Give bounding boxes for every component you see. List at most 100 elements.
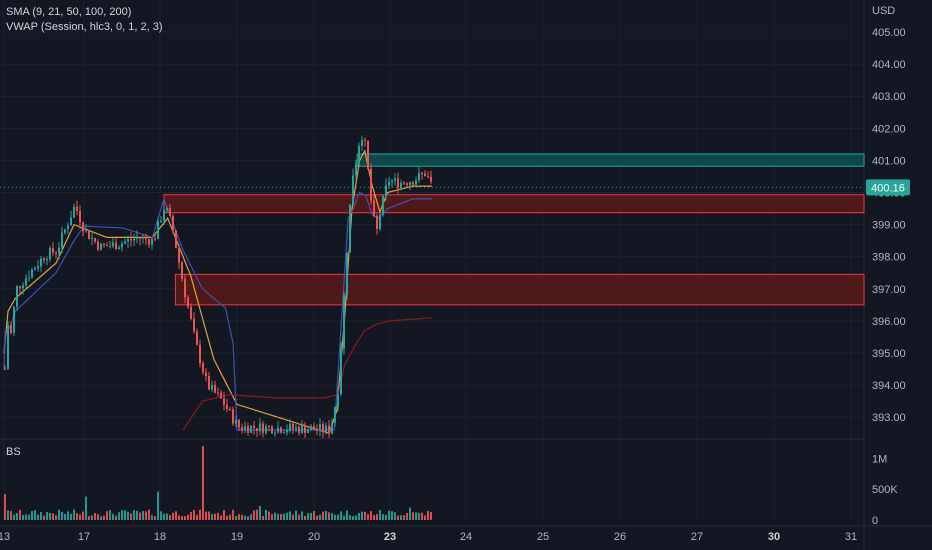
candle-body: [223, 398, 225, 405]
volume-bar: [34, 510, 36, 520]
red-zone: [163, 194, 865, 214]
volume-bar: [322, 511, 324, 520]
candle-body: [298, 427, 300, 433]
volume-bar: [352, 516, 354, 520]
volume-bar: [214, 513, 216, 520]
time-tick-label: 24: [460, 531, 472, 543]
volume-bar: [313, 510, 315, 520]
time-tick-label: 26: [614, 531, 626, 543]
candle-body: [310, 426, 312, 430]
candle-body: [154, 238, 156, 240]
candle-body: [328, 425, 330, 434]
price-tick-label: 397.00: [872, 284, 906, 296]
volume-bar: [139, 512, 141, 520]
volume-bar: [76, 513, 78, 520]
volume-bar: [46, 511, 48, 520]
volume-legend[interactable]: BS: [6, 446, 21, 458]
volume-bar: [316, 515, 318, 520]
volume-bar: [397, 515, 399, 520]
volume-bar: [424, 515, 426, 520]
time-tick-label: 13: [0, 531, 10, 543]
candle-body: [181, 262, 183, 279]
candle-body: [379, 214, 381, 229]
candle-body: [289, 423, 291, 431]
supply-demand-zones: [163, 153, 865, 306]
candle-body: [403, 182, 405, 184]
volume-bar: [16, 513, 18, 520]
volume-bar: [403, 515, 405, 520]
candle-body: [394, 178, 396, 181]
candle-body: [106, 245, 108, 247]
price-tick-label: 393.00: [872, 412, 906, 424]
volume-bar: [283, 513, 285, 520]
volume-bar: [358, 512, 360, 520]
volume-bar: [427, 510, 429, 520]
currency-label[interactable]: USD: [872, 5, 896, 17]
candle-body: [190, 306, 192, 319]
volume-tick-label: 500K: [872, 484, 898, 496]
candle-body: [22, 285, 24, 289]
volume-bar: [406, 513, 408, 520]
candle-body: [124, 241, 126, 244]
volume-bar: [121, 510, 123, 520]
volume-bar: [250, 514, 252, 520]
volume-bar: [88, 516, 90, 520]
candle-body: [355, 163, 357, 176]
volume-bar: [361, 511, 363, 520]
candle-body: [70, 217, 72, 226]
sma-legend[interactable]: SMA (9, 21, 50, 100, 200): [6, 6, 132, 18]
candle-body: [391, 180, 393, 182]
candle-body: [151, 238, 153, 245]
volume-bar: [256, 509, 258, 520]
volume-bar: [238, 514, 240, 520]
candle-body: [46, 259, 48, 261]
candle-body: [196, 331, 198, 345]
candle-body: [76, 206, 78, 211]
time-tick-label: 30: [768, 531, 780, 543]
price-tick-label: 394.00: [872, 380, 906, 392]
volume-bar: [271, 514, 273, 520]
volume-bar: [220, 515, 222, 520]
volume-bar: [199, 509, 201, 520]
candle-body: [334, 407, 336, 423]
candle-body: [331, 422, 333, 434]
candle-body: [193, 318, 195, 332]
volume-bar: [280, 514, 282, 520]
teal-zone: [356, 153, 865, 167]
candle-body: [421, 172, 423, 174]
candle-body: [241, 427, 243, 430]
volume-bar: [175, 511, 177, 520]
volume-bar: [184, 516, 186, 520]
candle-body: [160, 220, 162, 222]
vwap-legend[interactable]: VWAP (Session, hlc3, 0, 1, 2, 3): [6, 21, 163, 33]
volume-bar: [370, 511, 372, 520]
volume-bar: [349, 515, 351, 520]
volume-bar: [172, 512, 174, 520]
volume-bar: [103, 515, 105, 520]
time-tick-label: 23: [384, 531, 396, 543]
candle-body: [322, 423, 324, 432]
candle-body: [43, 258, 45, 261]
volume-bar: [133, 510, 135, 520]
volume-bar: [373, 515, 375, 520]
volume-bar: [337, 514, 339, 520]
candle-body: [280, 427, 282, 433]
candle-body: [34, 268, 36, 270]
volume-bar: [409, 507, 411, 520]
volume-bar: [343, 515, 345, 520]
volume-bar: [301, 511, 303, 520]
time-tick-label: 17: [78, 531, 90, 543]
volume-bar: [166, 513, 168, 520]
candle-body: [418, 172, 420, 181]
volume-bar: [307, 513, 309, 520]
candle-body: [184, 278, 186, 298]
candle-body: [91, 237, 93, 239]
price-tick-label: 398.00: [872, 252, 906, 264]
candle-body: [61, 232, 63, 248]
volume-bar: [13, 514, 15, 520]
volume-bar: [382, 514, 384, 520]
candle-body: [319, 423, 321, 430]
candle-body: [415, 180, 417, 185]
